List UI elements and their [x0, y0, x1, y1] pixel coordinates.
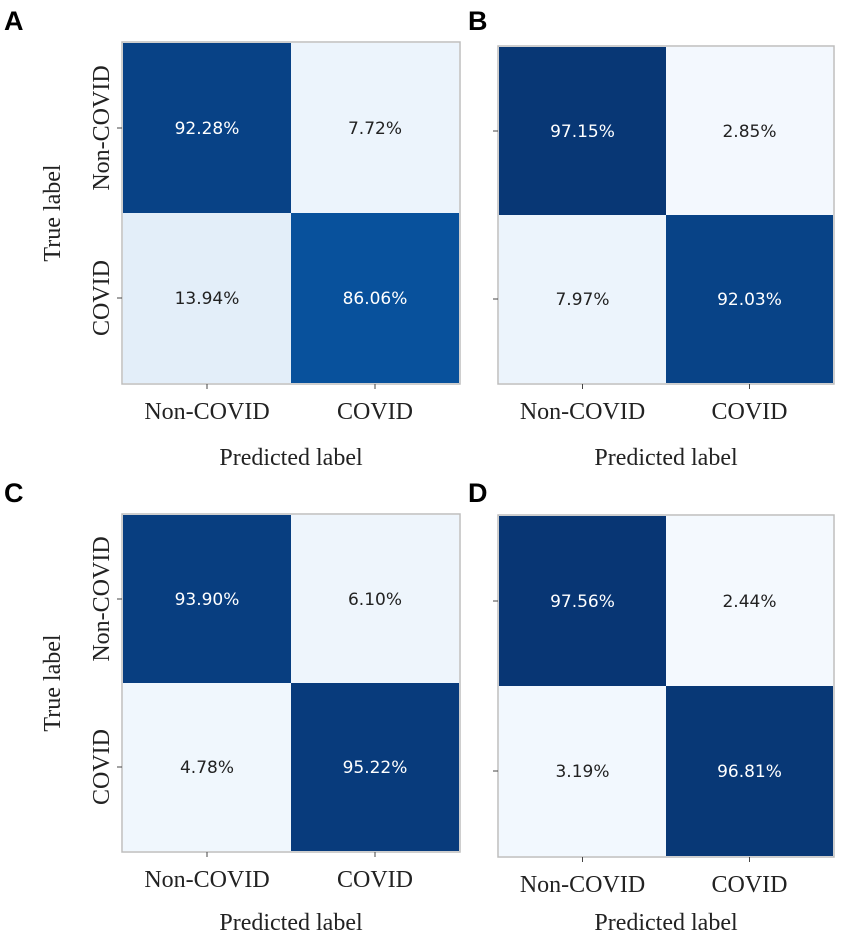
cell-value-label: 4.78% — [180, 758, 234, 778]
plot-frame — [497, 514, 835, 858]
heatmap-cell — [666, 215, 833, 383]
panel-letter: B — [468, 6, 488, 36]
x-tick-label: COVID — [337, 867, 413, 893]
x-tick-label: COVID — [712, 872, 788, 898]
cell-value-label: 7.72% — [348, 119, 402, 139]
x-tick-label: Non-COVID — [144, 867, 269, 893]
x-tick-label: Non-COVID — [144, 399, 269, 425]
x-tick-label: COVID — [712, 399, 788, 425]
heatmap-cell — [123, 683, 291, 851]
cell-value-label: 96.81% — [717, 762, 782, 782]
heatmap-cell — [291, 213, 459, 383]
heatmap-cell — [499, 47, 666, 215]
heatmap-cell — [123, 213, 291, 383]
cell-value-label: 97.15% — [550, 122, 615, 142]
heatmap-cell — [666, 516, 833, 686]
cell-value-label: 95.22% — [343, 758, 408, 778]
cell-value-label: 97.56% — [550, 592, 615, 612]
x-tick-label: Non-COVID — [520, 872, 645, 898]
panel-letter: A — [4, 6, 24, 36]
cell-value-label: 92.28% — [175, 119, 240, 139]
cell-value-label: 2.44% — [722, 592, 776, 612]
heatmap-cell — [499, 686, 666, 856]
cell-value-label: 92.03% — [717, 290, 782, 310]
y-tick-label: Non-COVID — [89, 536, 115, 661]
panel-letter: C — [4, 478, 24, 508]
heatmap-cell — [123, 43, 291, 213]
cell-value-label: 13.94% — [175, 289, 240, 309]
x-axis-title: Predicted label — [219, 445, 363, 471]
y-tick-label: Non-COVID — [89, 65, 115, 190]
panel-c: C 93.90% 6.10% 4.78% 95.22% Non-COVID COVID Pre… — [4, 478, 461, 936]
cell-value-label: 6.10% — [348, 590, 402, 610]
y-tick-label: COVID — [89, 729, 115, 805]
x-axis-title: Predicted label — [594, 910, 738, 936]
x-tick-label: COVID — [337, 399, 413, 425]
heatmap-cell — [499, 516, 666, 686]
heatmap-cell — [123, 515, 291, 683]
heatmap-cell — [291, 683, 459, 851]
x-tick-label: Non-COVID — [520, 399, 645, 425]
y-axis-title: True label — [40, 164, 66, 261]
panel-a: A 92.28% 7.72% 13.94% 86.06% Non-COVID COVID Pr… — [4, 6, 461, 471]
heatmap-cell — [499, 215, 666, 383]
heatmap-cell — [291, 43, 459, 213]
cell-value-label: 3.19% — [555, 762, 609, 782]
heatmap-cell — [291, 515, 459, 683]
cell-value-label: 2.85% — [722, 122, 776, 142]
plot-frame — [497, 45, 835, 385]
cell-value-label: 7.97% — [555, 290, 609, 310]
heatmap-cell — [666, 686, 833, 856]
y-axis-title: True label — [40, 634, 66, 731]
y-tick-label: COVID — [89, 260, 115, 336]
x-axis-title: Predicted label — [219, 910, 363, 936]
cell-value-label: 93.90% — [175, 590, 240, 610]
x-axis-title: Predicted label — [594, 445, 738, 471]
plot-frame — [121, 41, 461, 385]
cell-value-label: 86.06% — [343, 289, 408, 309]
panel-b: B 97.15% 2.85% 7.97% 92.03% Non-COVID COVID Pre… — [468, 6, 835, 471]
panel-letter: D — [468, 478, 488, 508]
panel-d: D 97.56% 2.44% 3.19% 96.81% Non-COVID COVID Pre… — [468, 478, 835, 936]
plot-frame — [121, 513, 461, 853]
heatmap-cell — [666, 47, 833, 215]
